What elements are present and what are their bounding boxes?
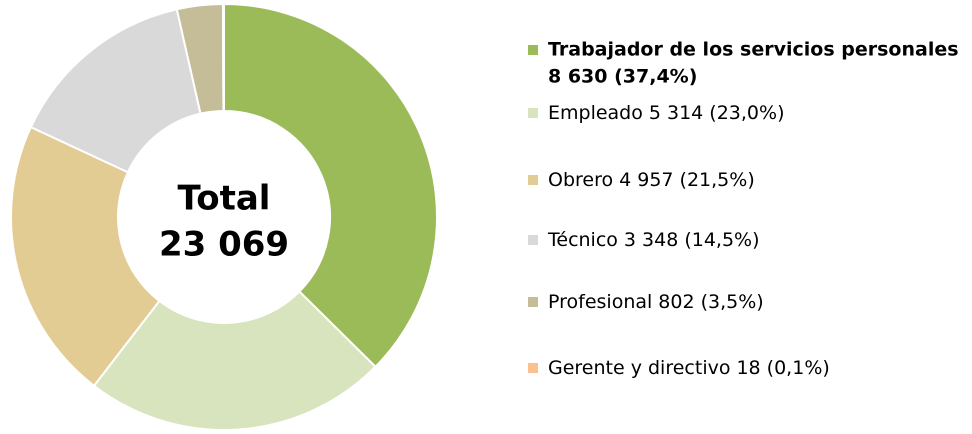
legend-marker: [528, 175, 538, 185]
legend-value: 3 348 (14,5%): [624, 229, 760, 251]
legend-value: 18 (0,1%): [736, 357, 829, 379]
slice: [223, 2, 438, 369]
legend-marker: [528, 297, 538, 307]
legend-value: 802 (3,5%): [658, 291, 763, 313]
legend-label: Trabajador de los servicios personales: [548, 39, 959, 61]
legend-value: 5 314 (23,0%): [649, 102, 785, 124]
legend-entry: Gerente y directivo 18 (0,1%): [548, 357, 830, 379]
legend-entry: Obrero 4 957 (21,5%): [548, 169, 755, 191]
slice: [10, 125, 161, 388]
center-total: 23 069: [159, 225, 289, 265]
legend-label: Obrero: [548, 169, 613, 191]
legend-entry: Técnico 3 348 (14,5%): [547, 229, 760, 251]
center-title: Total: [178, 179, 271, 219]
legend-entry: Empleado 5 314 (23,0%): [548, 102, 785, 124]
legend-marker: [528, 45, 538, 55]
legend-label: Profesional: [548, 291, 652, 313]
slice: [92, 290, 377, 431]
legend: Trabajador de los servicios personales 8 …: [528, 39, 959, 379]
legend-marker: [528, 363, 538, 373]
slice: [221, 2, 225, 113]
legend-label: Gerente y directivo: [548, 357, 730, 379]
donut: [10, 2, 438, 431]
legend-entry: Profesional 802 (3,5%): [548, 291, 764, 313]
legend-marker: [528, 235, 538, 245]
legend-value: 8 630 (37,4%): [548, 66, 697, 88]
legend-label: Empleado: [548, 102, 643, 124]
legend-label: Técnico: [547, 229, 618, 251]
legend-marker: [528, 108, 538, 118]
legend-value: 4 957 (21,5%): [619, 169, 755, 191]
